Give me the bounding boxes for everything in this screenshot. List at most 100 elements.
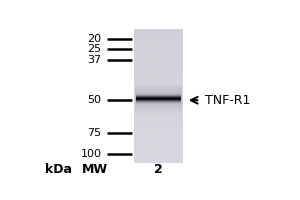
Bar (134, 126, 183, 127)
Bar (134, 58, 183, 59)
Text: 25: 25 (87, 44, 101, 54)
Bar (135, 86, 182, 87)
Bar (135, 109, 182, 110)
Bar (135, 99, 182, 100)
Bar (134, 161, 183, 163)
Bar (134, 54, 183, 55)
Bar (134, 137, 183, 138)
Bar (134, 70, 183, 71)
Text: 2: 2 (154, 163, 162, 176)
Bar (134, 29, 183, 30)
Bar (135, 108, 182, 109)
Bar (134, 101, 183, 102)
Bar (134, 109, 183, 110)
Bar (134, 50, 183, 51)
Bar (134, 32, 183, 33)
Bar (134, 148, 183, 149)
Bar (134, 76, 183, 77)
Bar (134, 111, 183, 112)
Bar (134, 34, 183, 35)
Bar (134, 91, 183, 92)
Bar (134, 65, 183, 67)
Bar (134, 125, 183, 126)
Bar (134, 33, 183, 34)
Bar (134, 150, 183, 151)
Bar (135, 101, 182, 102)
Bar (134, 88, 183, 89)
Bar (134, 52, 183, 53)
Bar (134, 51, 183, 52)
Bar (135, 104, 182, 105)
Bar (134, 100, 183, 101)
Bar (134, 72, 183, 73)
Bar (134, 57, 183, 58)
Bar (134, 120, 183, 121)
Bar (134, 129, 183, 130)
Bar (135, 105, 182, 106)
Bar (134, 135, 183, 136)
Bar (134, 43, 183, 44)
Bar (134, 86, 183, 87)
Bar (134, 84, 183, 86)
Bar (134, 147, 183, 148)
Bar (134, 67, 183, 68)
Bar (134, 134, 183, 135)
Bar (134, 62, 183, 63)
Bar (134, 132, 183, 134)
Bar (135, 96, 182, 97)
Bar (135, 85, 182, 86)
Bar (134, 39, 183, 40)
Bar (134, 99, 183, 100)
Bar (135, 100, 182, 101)
Bar (134, 131, 183, 132)
Bar (134, 61, 183, 62)
Bar (134, 40, 183, 41)
Bar (135, 98, 182, 99)
Text: kDa: kDa (45, 163, 72, 176)
Text: MW: MW (81, 163, 107, 176)
Bar (135, 93, 182, 94)
Bar (134, 119, 183, 120)
Bar (134, 68, 183, 69)
Bar (134, 149, 183, 150)
Bar (134, 122, 183, 124)
Text: TNF-R1: TNF-R1 (205, 94, 250, 107)
Bar (134, 96, 183, 97)
Bar (135, 92, 182, 93)
Bar (134, 41, 183, 42)
Bar (135, 110, 182, 111)
Bar (134, 93, 183, 94)
Bar (134, 138, 183, 139)
Bar (135, 87, 182, 88)
Bar (134, 38, 183, 39)
Bar (134, 94, 183, 96)
Bar (134, 112, 183, 113)
Bar (134, 124, 183, 125)
Bar (134, 49, 183, 50)
Bar (135, 89, 182, 90)
Bar (134, 31, 183, 32)
Bar (134, 128, 183, 129)
Bar (134, 154, 183, 155)
Bar (134, 71, 183, 72)
Bar (134, 78, 183, 79)
Text: 100: 100 (80, 149, 101, 159)
Bar (134, 116, 183, 117)
Bar (135, 90, 182, 91)
Text: 37: 37 (87, 55, 101, 65)
Bar (134, 117, 183, 118)
Bar (135, 88, 182, 89)
Bar (134, 48, 183, 49)
Bar (134, 108, 183, 109)
Bar (134, 103, 183, 105)
Bar (134, 90, 183, 91)
Bar (134, 77, 183, 78)
Bar (134, 155, 183, 156)
Bar (134, 157, 183, 158)
Bar (134, 74, 183, 76)
Bar (135, 102, 182, 103)
Bar (134, 87, 183, 88)
Bar (134, 64, 183, 65)
Bar (134, 143, 183, 144)
Bar (134, 158, 183, 159)
